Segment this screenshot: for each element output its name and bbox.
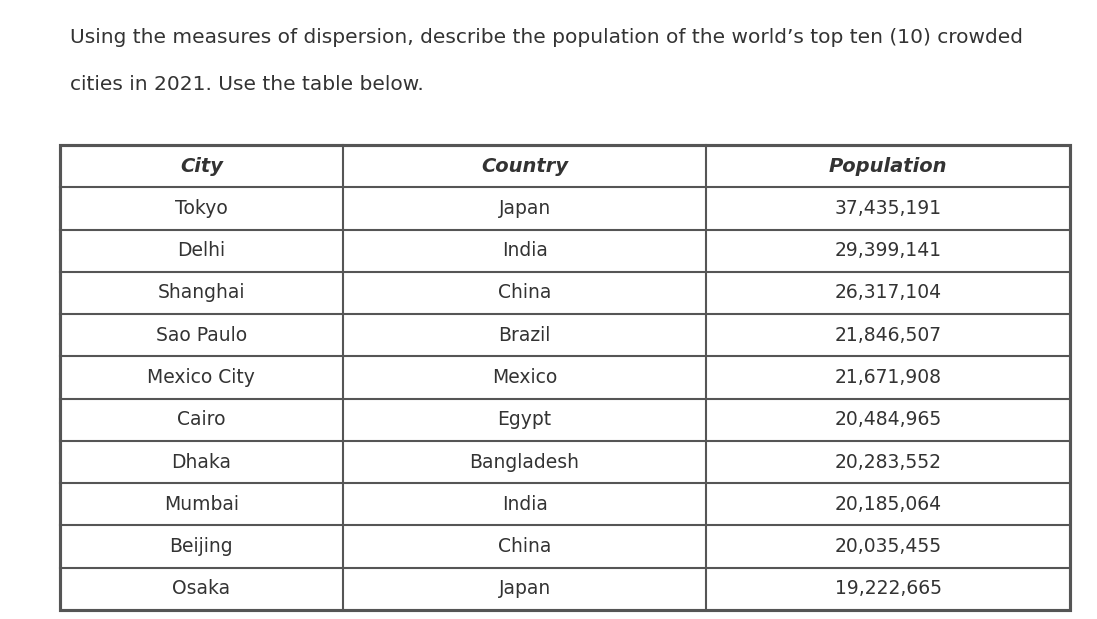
- Text: Japan: Japan: [498, 579, 551, 599]
- Text: 20,283,552: 20,283,552: [835, 452, 941, 472]
- Text: Mexico: Mexico: [491, 368, 557, 387]
- Text: Egypt: Egypt: [498, 410, 552, 429]
- Bar: [60, 145, 1070, 610]
- Text: China: China: [498, 284, 552, 303]
- Text: India: India: [501, 241, 547, 260]
- Text: 20,035,455: 20,035,455: [835, 537, 941, 556]
- Text: City: City: [180, 157, 223, 176]
- Text: 21,846,507: 21,846,507: [835, 326, 941, 345]
- Text: 21,671,908: 21,671,908: [835, 368, 941, 387]
- Text: 29,399,141: 29,399,141: [835, 241, 941, 260]
- Text: India: India: [501, 495, 547, 514]
- Text: Shanghai: Shanghai: [158, 284, 245, 303]
- Text: Tokyo: Tokyo: [176, 199, 228, 218]
- Text: Delhi: Delhi: [178, 241, 226, 260]
- Text: Sao Paulo: Sao Paulo: [156, 326, 247, 345]
- Text: Cairo: Cairo: [177, 410, 226, 429]
- Text: Using the measures of dispersion, describe the population of the world’s top ten: Using the measures of dispersion, descri…: [70, 28, 1024, 47]
- Text: Dhaka: Dhaka: [171, 452, 231, 472]
- Text: Bangladesh: Bangladesh: [470, 452, 579, 472]
- Text: Osaka: Osaka: [172, 579, 230, 599]
- Text: China: China: [498, 537, 552, 556]
- Text: Beijing: Beijing: [170, 537, 234, 556]
- Text: Mumbai: Mumbai: [163, 495, 239, 514]
- Text: Japan: Japan: [498, 199, 551, 218]
- Text: 20,484,965: 20,484,965: [835, 410, 942, 429]
- Text: Mexico City: Mexico City: [147, 368, 256, 387]
- Text: Population: Population: [829, 157, 948, 176]
- Text: 26,317,104: 26,317,104: [835, 284, 941, 303]
- Text: 37,435,191: 37,435,191: [835, 199, 941, 218]
- Text: 20,185,064: 20,185,064: [835, 495, 941, 514]
- Text: cities in 2021. Use the table below.: cities in 2021. Use the table below.: [70, 75, 423, 94]
- Text: 19,222,665: 19,222,665: [835, 579, 941, 599]
- Text: Brazil: Brazil: [498, 326, 551, 345]
- Text: Country: Country: [482, 157, 568, 176]
